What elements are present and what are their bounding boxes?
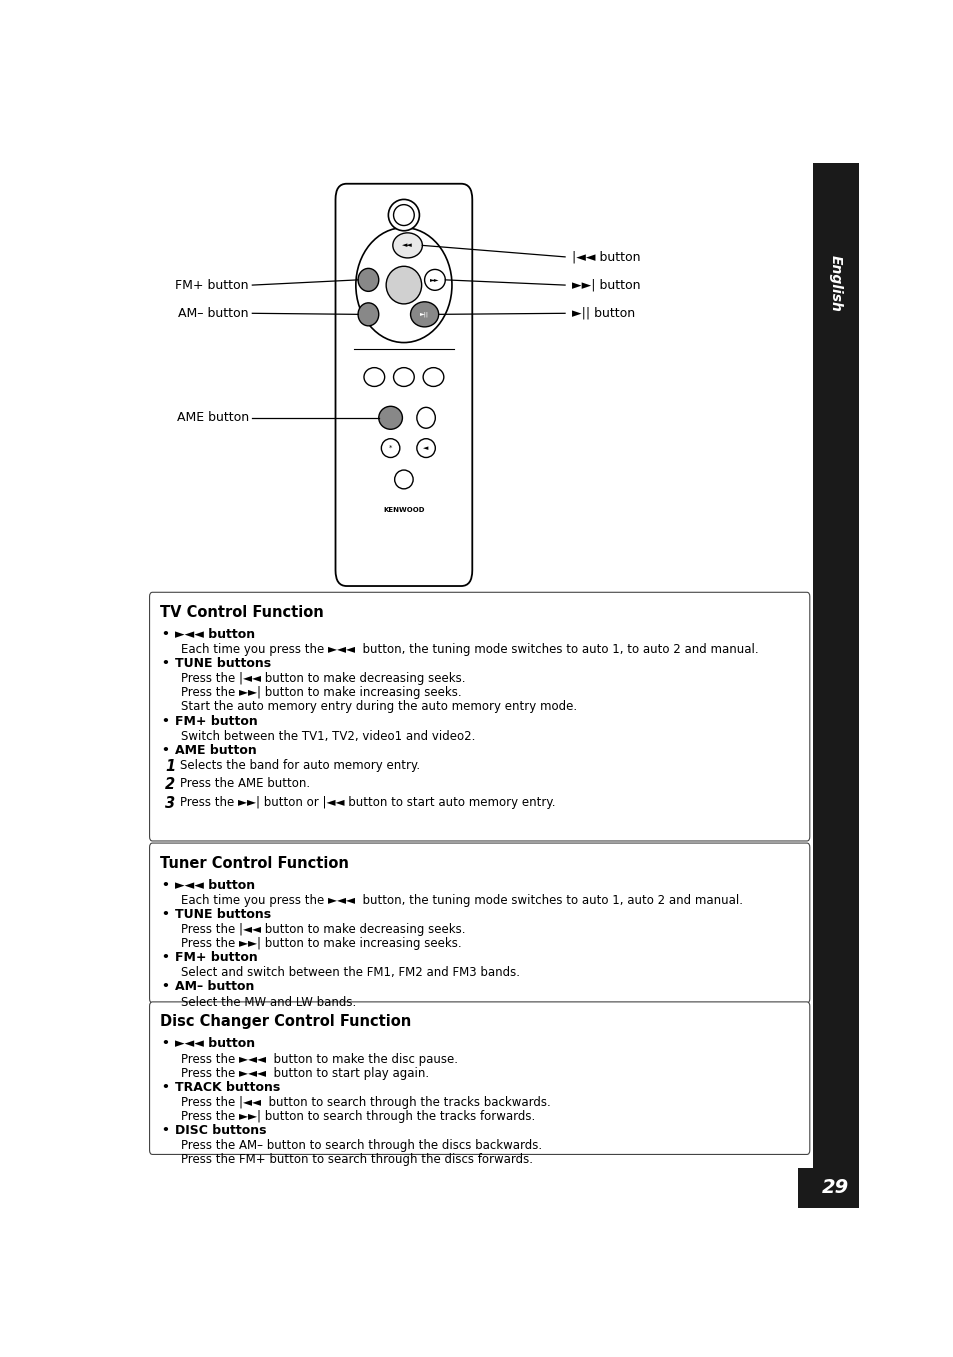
- Text: Press the ►►| button or |◄◄ button to start auto memory entry.: Press the ►►| button or |◄◄ button to st…: [180, 795, 555, 809]
- Ellipse shape: [395, 470, 413, 489]
- Text: Switch between the TV1, TV2, video1 and video2.: Switch between the TV1, TV2, video1 and …: [180, 730, 475, 742]
- Ellipse shape: [394, 205, 414, 225]
- Ellipse shape: [381, 438, 399, 457]
- Bar: [812, 163, 858, 1208]
- Text: Disc Changer Control Function: Disc Changer Control Function: [160, 1015, 411, 1030]
- Text: Select the MW and LW bands.: Select the MW and LW bands.: [180, 996, 355, 1008]
- Text: TRACK buttons: TRACK buttons: [174, 1080, 279, 1094]
- Text: •: •: [161, 908, 169, 921]
- Text: •: •: [161, 1037, 169, 1050]
- Text: Press the |◄◄ button to make decreasing seeks.: Press the |◄◄ button to make decreasing …: [180, 672, 465, 685]
- Text: •: •: [161, 657, 169, 670]
- Text: Press the ►►| button to search through the tracks forwards.: Press the ►►| button to search through t…: [180, 1110, 535, 1124]
- Text: TUNE buttons: TUNE buttons: [174, 657, 271, 670]
- Bar: [797, 1168, 858, 1208]
- Ellipse shape: [393, 233, 422, 258]
- Ellipse shape: [357, 269, 378, 292]
- Text: English: English: [828, 255, 841, 312]
- Text: Each time you press the ►◄◄  button, the tuning mode switches to auto 1, auto 2 : Each time you press the ►◄◄ button, the …: [180, 894, 741, 906]
- Text: *: *: [389, 445, 392, 451]
- Text: ►◄◄ button: ►◄◄ button: [174, 628, 254, 641]
- Text: Press the ►◄◄  button to start play again.: Press the ►◄◄ button to start play again…: [180, 1067, 428, 1080]
- Ellipse shape: [357, 303, 378, 326]
- Text: •: •: [161, 951, 169, 965]
- Text: AME button: AME button: [176, 411, 249, 425]
- Ellipse shape: [388, 199, 419, 231]
- Ellipse shape: [416, 407, 435, 429]
- FancyBboxPatch shape: [335, 183, 472, 586]
- Text: FM+ button: FM+ button: [174, 951, 257, 965]
- Text: Press the FM+ button to search through the discs forwards.: Press the FM+ button to search through t…: [180, 1153, 532, 1167]
- Ellipse shape: [378, 406, 402, 429]
- Text: 1: 1: [165, 759, 175, 773]
- Ellipse shape: [394, 368, 414, 387]
- Ellipse shape: [416, 438, 435, 457]
- Text: Press the ►►| button to make increasing seeks.: Press the ►►| button to make increasing …: [180, 938, 460, 950]
- Text: Press the ►◄◄  button to make the disc pause.: Press the ►◄◄ button to make the disc pa…: [180, 1053, 457, 1065]
- Text: •: •: [161, 744, 169, 757]
- Ellipse shape: [424, 270, 445, 290]
- Text: •: •: [161, 628, 169, 641]
- Text: ►►| button: ►►| button: [571, 278, 639, 292]
- Text: TUNE buttons: TUNE buttons: [174, 908, 271, 921]
- Ellipse shape: [364, 368, 384, 387]
- Text: Press the |◄◄  button to search through the tracks backwards.: Press the |◄◄ button to search through t…: [180, 1096, 550, 1109]
- Text: Press the ►►| button to make increasing seeks.: Press the ►►| button to make increasing …: [180, 687, 460, 699]
- Ellipse shape: [386, 266, 421, 304]
- Text: AM– button: AM– button: [174, 981, 253, 993]
- Text: AM– button: AM– button: [178, 307, 249, 320]
- Text: Selects the band for auto memory entry.: Selects the band for auto memory entry.: [180, 759, 419, 772]
- Text: ►|| button: ►|| button: [571, 307, 634, 320]
- Text: Press the AME button.: Press the AME button.: [180, 778, 310, 790]
- Text: Start the auto memory entry during the auto memory entry mode.: Start the auto memory entry during the a…: [180, 700, 577, 714]
- Text: 29: 29: [821, 1178, 848, 1197]
- Text: •: •: [161, 878, 169, 892]
- Text: Select and switch between the FM1, FM2 and FM3 bands.: Select and switch between the FM1, FM2 a…: [180, 966, 519, 980]
- Ellipse shape: [410, 301, 438, 327]
- FancyBboxPatch shape: [150, 843, 809, 1003]
- Text: KENWOOD: KENWOOD: [383, 506, 424, 513]
- Text: Tuner Control Function: Tuner Control Function: [160, 856, 349, 871]
- Text: Each time you press the ►◄◄  button, the tuning mode switches to auto 1, to auto: Each time you press the ►◄◄ button, the …: [180, 643, 758, 655]
- Text: |◄◄ button: |◄◄ button: [571, 251, 639, 263]
- Ellipse shape: [355, 228, 452, 342]
- Text: •: •: [161, 1124, 169, 1137]
- Text: ►◄◄ button: ►◄◄ button: [174, 878, 254, 892]
- Text: 2: 2: [165, 778, 175, 792]
- Text: ◄: ◄: [423, 445, 428, 451]
- Text: TV Control Function: TV Control Function: [160, 605, 323, 620]
- FancyBboxPatch shape: [150, 592, 809, 841]
- Text: AME button: AME button: [174, 744, 256, 757]
- Text: DISC buttons: DISC buttons: [174, 1124, 266, 1137]
- Text: ►||: ►||: [419, 312, 429, 318]
- FancyBboxPatch shape: [150, 1001, 809, 1155]
- Text: •: •: [161, 1080, 169, 1094]
- Text: Press the |◄◄ button to make decreasing seeks.: Press the |◄◄ button to make decreasing …: [180, 923, 465, 936]
- Text: FM+ button: FM+ button: [174, 715, 257, 727]
- Text: •: •: [161, 715, 169, 727]
- Text: ►►: ►►: [430, 277, 439, 282]
- Text: ►◄◄ button: ►◄◄ button: [174, 1037, 254, 1050]
- Text: Press the AM– button to search through the discs backwards.: Press the AM– button to search through t…: [180, 1140, 541, 1152]
- Text: 3: 3: [165, 795, 175, 810]
- Ellipse shape: [423, 368, 443, 387]
- Text: ◄◄: ◄◄: [402, 243, 413, 248]
- Text: FM+ button: FM+ button: [175, 278, 249, 292]
- Text: •: •: [161, 981, 169, 993]
